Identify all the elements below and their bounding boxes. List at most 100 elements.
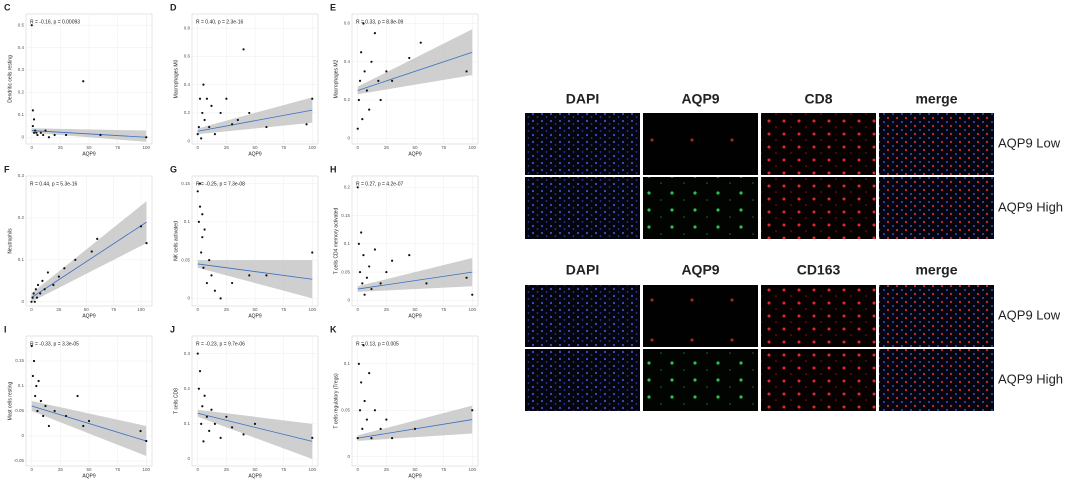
y-tick-label: 0.6	[184, 54, 191, 59]
point	[34, 288, 37, 291]
point	[368, 265, 371, 268]
micrograph	[525, 285, 640, 347]
point	[145, 439, 148, 443]
x-tick-label: 0	[30, 307, 33, 312]
point	[230, 123, 234, 126]
point	[363, 399, 366, 403]
micrograph	[761, 349, 876, 411]
point	[370, 60, 373, 63]
point	[225, 415, 228, 418]
micrograph	[525, 349, 640, 411]
point	[197, 125, 200, 129]
y-tick-label: 0.3	[18, 173, 25, 178]
point	[390, 437, 394, 440]
row-label: AQP9 High	[998, 199, 1063, 214]
micrograph	[761, 177, 876, 239]
x-tick-label: 0	[30, 467, 33, 472]
x-tick-label: 0	[356, 467, 359, 472]
point	[358, 79, 362, 83]
fit-line	[31, 221, 147, 298]
point	[200, 137, 203, 140]
x-tick-label: 0	[196, 145, 199, 150]
point	[362, 344, 365, 347]
point	[37, 379, 40, 383]
panel-label: E	[330, 2, 336, 12]
x-tick-label: 75	[281, 467, 287, 472]
fit-line	[197, 109, 313, 132]
annotation: R = 0.13, p = 0.005	[356, 341, 399, 347]
y-tick-label: 0.2	[344, 97, 351, 102]
point	[31, 109, 34, 112]
point	[87, 419, 91, 423]
y-tick-label: 0.1	[18, 257, 25, 262]
point	[200, 422, 203, 425]
panel-label: I	[4, 324, 7, 334]
x-tick-label: 50	[252, 467, 258, 472]
point	[145, 241, 148, 245]
point	[230, 281, 234, 285]
y-tick-label: 0.4	[18, 45, 25, 50]
point	[30, 24, 33, 27]
point	[471, 293, 474, 296]
point	[373, 32, 377, 35]
y-tick-label: -0.05	[14, 458, 25, 463]
point	[471, 409, 474, 412]
point	[419, 41, 422, 44]
point	[361, 282, 364, 285]
y-tick-label: 0.4	[184, 82, 191, 87]
y-tick-label: 0.3	[184, 351, 191, 356]
point	[31, 296, 34, 299]
point	[356, 127, 359, 130]
point	[90, 250, 93, 253]
fit-line	[197, 263, 313, 280]
x-tick-label: 25	[384, 307, 390, 312]
point	[203, 228, 206, 231]
x-tick-label: 75	[115, 145, 121, 150]
point	[30, 344, 33, 348]
point	[358, 409, 362, 412]
micrograph	[643, 285, 758, 347]
point	[265, 274, 268, 277]
x-tick-label: 75	[441, 467, 447, 472]
point	[76, 394, 79, 398]
point	[74, 258, 77, 261]
point	[201, 213, 204, 216]
column-header: DAPI	[566, 262, 599, 278]
point	[360, 231, 363, 234]
confidence-band	[197, 260, 313, 299]
y-tick-label: 0.4	[344, 59, 351, 64]
point	[248, 274, 251, 277]
y-tick-label: 0	[187, 456, 190, 461]
annotation: R = -0.25, p = 7.3e-08	[196, 181, 245, 187]
point	[373, 248, 377, 251]
point	[379, 98, 382, 102]
annotation: R = 0.33, p = 8.8e-09	[356, 19, 403, 25]
x-tick-label: 25	[224, 145, 230, 150]
point	[36, 283, 40, 287]
annotation: R = -0.23, p = 9.7e-06	[196, 341, 245, 347]
y-axis-label: T cells regulatory (Tregs)	[333, 373, 339, 429]
x-axis-label: AQP9	[248, 151, 262, 157]
x-axis-label: AQP9	[408, 313, 422, 319]
point	[39, 292, 42, 295]
x-tick-label: 100	[469, 467, 477, 472]
point	[385, 418, 388, 421]
annotation: R = 0.40, p = 2.3e-16	[196, 19, 243, 25]
y-tick-label: 0.3	[18, 67, 25, 72]
point	[219, 111, 222, 115]
point	[39, 131, 42, 134]
point	[202, 83, 205, 86]
x-tick-label: 50	[252, 307, 258, 312]
fit-line	[31, 130, 147, 138]
point	[213, 133, 217, 136]
point	[34, 394, 37, 398]
y-tick-label: 0.2	[18, 90, 25, 95]
point	[361, 118, 364, 121]
point	[358, 270, 362, 274]
x-tick-label: 100	[469, 145, 477, 150]
point	[44, 404, 47, 408]
point	[377, 79, 380, 83]
point	[64, 414, 68, 418]
micrograph	[643, 349, 758, 411]
panel-label: K	[330, 324, 337, 334]
